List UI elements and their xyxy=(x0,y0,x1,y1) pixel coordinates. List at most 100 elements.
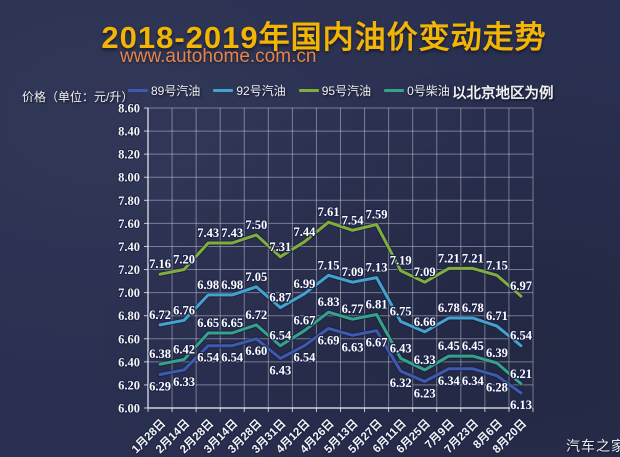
data-label: 6.81 xyxy=(366,298,388,312)
data-label: 6.38 xyxy=(149,347,171,361)
y-tick-label: 6.60 xyxy=(118,332,140,346)
y-tick-label: 8.00 xyxy=(118,171,140,185)
y-tick-label: 6.80 xyxy=(118,309,140,323)
data-label: 6.77 xyxy=(342,302,364,316)
data-label: 6.45 xyxy=(438,339,460,353)
data-label: 6.42 xyxy=(173,343,195,357)
y-tick-label: 7.00 xyxy=(118,286,140,300)
data-label: 7.43 xyxy=(221,226,243,240)
data-label: 7.13 xyxy=(366,261,388,275)
y-tick-label: 8.40 xyxy=(118,125,140,139)
data-label: 7.09 xyxy=(342,265,364,279)
data-label: 6.43 xyxy=(390,341,412,355)
data-label: 6.78 xyxy=(462,301,484,315)
legend-item-0: 89号汽油 xyxy=(128,82,200,99)
data-label: 6.54 xyxy=(221,351,244,365)
data-label: 7.31 xyxy=(269,240,291,254)
y-tick-label: 7.80 xyxy=(118,194,140,208)
data-label: 7.09 xyxy=(414,265,436,279)
data-label: 6.65 xyxy=(197,316,219,330)
y-tick-label: 7.20 xyxy=(118,263,140,277)
data-label: 7.59 xyxy=(366,208,388,222)
data-label: 6.67 xyxy=(366,336,388,350)
data-label: 7.54 xyxy=(342,213,365,227)
data-label: 6.54 xyxy=(269,329,292,343)
data-label: 6.65 xyxy=(221,316,243,330)
legend-dash-icon xyxy=(128,89,148,92)
data-label: 6.67 xyxy=(293,314,315,328)
data-label: 6.66 xyxy=(414,315,436,329)
data-label: 6.28 xyxy=(486,381,508,395)
data-label: 6.23 xyxy=(414,387,436,401)
data-label: 6.98 xyxy=(197,278,219,292)
legend-dash-icon xyxy=(213,89,234,92)
data-label: 6.98 xyxy=(221,278,243,292)
legend-label: 0号柴油 xyxy=(407,84,450,98)
data-label: 6.83 xyxy=(318,295,340,309)
line-chart: 8.60 8.40 8.20 8.00 7.80 7.60 7.40 7.20 7.00 6.80… xyxy=(117,101,534,457)
y-tick-label: 6.00 xyxy=(118,402,140,416)
data-label: 6.34 xyxy=(438,374,461,388)
data-label: 7.44 xyxy=(293,225,316,239)
data-label: 6.45 xyxy=(462,339,484,353)
data-label: 6.72 xyxy=(149,308,171,322)
data-label: 6.29 xyxy=(149,380,171,394)
y-tick-label: 8.60 xyxy=(118,102,140,116)
y-axis-unit-label: 价格（单位：元/升） xyxy=(22,90,134,104)
data-label: 7.61 xyxy=(318,205,340,219)
data-label: 6.99 xyxy=(293,277,315,291)
data-label: 7.15 xyxy=(486,258,508,272)
data-label: 7.19 xyxy=(390,254,412,268)
data-label: 7.43 xyxy=(197,226,219,240)
y-tick-label: 8.20 xyxy=(118,148,140,162)
data-label: 7.21 xyxy=(462,251,484,265)
data-label: 6.60 xyxy=(245,344,267,358)
legend-item-2: 95号汽油 xyxy=(298,82,372,99)
data-label: 6.63 xyxy=(342,340,364,354)
legend-item-1: 92号汽油 xyxy=(213,82,286,99)
data-label: 6.34 xyxy=(462,374,485,388)
series-line-3 xyxy=(158,310,523,386)
legend-item-3: 0号柴油 xyxy=(384,82,450,99)
data-label: 6.13 xyxy=(510,398,532,412)
y-tick-label: 7.60 xyxy=(118,217,140,231)
series-line-2 xyxy=(158,220,523,298)
data-label: 7.15 xyxy=(318,258,340,272)
data-label: 6.54 xyxy=(293,351,316,365)
data-label: 7.05 xyxy=(245,270,267,284)
y-tick-label: 7.40 xyxy=(118,240,140,254)
legend-label: 92号汽油 xyxy=(236,84,286,98)
data-label: 6.75 xyxy=(390,305,412,319)
chart-legend: 89号汽油 92号汽油 95号汽油 0号柴油 xyxy=(128,82,450,99)
legend-dash-icon xyxy=(384,89,405,92)
data-label: 6.54 xyxy=(510,329,533,343)
legend-label: 89号汽油 xyxy=(151,84,201,98)
data-label: 7.16 xyxy=(149,257,171,271)
data-label: 6.54 xyxy=(197,351,220,365)
site-url: www.autohome.com.cn xyxy=(120,46,317,67)
data-label: 6.78 xyxy=(438,301,460,315)
series-line-1 xyxy=(158,273,523,348)
series-line-0 xyxy=(158,326,523,395)
legend-label: 95号汽油 xyxy=(321,84,372,98)
data-label: 6.97 xyxy=(510,279,532,293)
watermark: 汽车之家 xyxy=(566,438,620,454)
data-label: 6.76 xyxy=(173,303,195,317)
data-label: 7.21 xyxy=(438,251,460,265)
data-label: 6.21 xyxy=(510,367,532,381)
data-label: 6.43 xyxy=(269,363,291,377)
y-tick-label: 6.40 xyxy=(118,355,140,369)
data-label: 6.39 xyxy=(486,346,508,360)
data-label: 7.50 xyxy=(245,218,267,232)
data-label: 7.20 xyxy=(173,253,195,267)
page-title: 2018-2019年国内油价变动走势 xyxy=(101,20,547,55)
data-label: 6.69 xyxy=(318,333,340,347)
region-note: 以北京地区为例 xyxy=(452,86,554,102)
data-label: 6.32 xyxy=(390,376,412,390)
data-label: 6.87 xyxy=(269,291,291,305)
data-label: 6.72 xyxy=(245,308,267,322)
data-label: 6.33 xyxy=(173,375,195,389)
data-label: 6.71 xyxy=(486,309,508,323)
data-label: 6.33 xyxy=(414,353,436,367)
